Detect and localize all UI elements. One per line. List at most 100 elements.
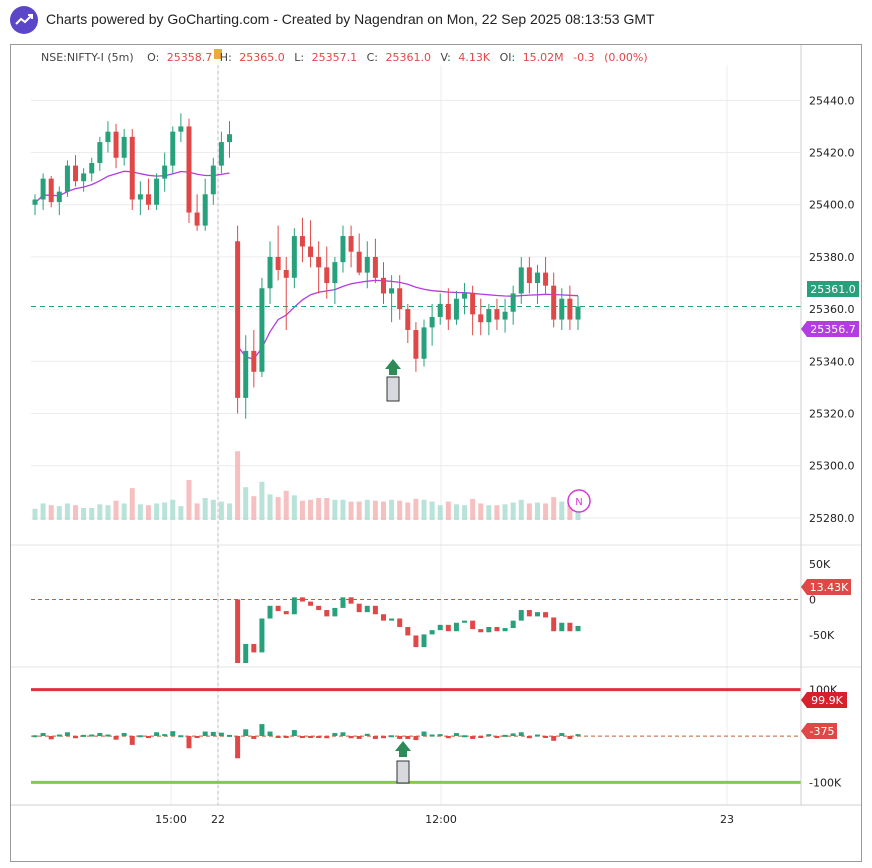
candle-body bbox=[567, 298, 573, 320]
oscillator-1-bar bbox=[421, 634, 427, 648]
oscillator-2-bar bbox=[437, 734, 443, 737]
candle bbox=[543, 256, 549, 294]
chart-frame[interactable]: 25440.0 25420.0 25400.0 25380.0 25360.0 25340… bbox=[10, 44, 862, 862]
volume-bar bbox=[534, 502, 540, 520]
legend-change-value: -0.3 bbox=[573, 51, 594, 64]
oscillator-2-bar bbox=[486, 734, 492, 737]
candle-body bbox=[283, 269, 289, 278]
oscillator-1-bar bbox=[543, 612, 549, 618]
oscillator-2-bar bbox=[243, 729, 249, 736]
oscillator-2-bar bbox=[178, 735, 184, 738]
volume-bar bbox=[283, 490, 289, 520]
volume-bar bbox=[526, 503, 532, 520]
legend-symbol: NSE:NIFTY-I (5m) bbox=[41, 51, 134, 64]
candle-body bbox=[340, 236, 346, 263]
oscillator-2-bar bbox=[316, 736, 322, 738]
candle-body bbox=[494, 309, 500, 320]
candle-body bbox=[97, 142, 103, 163]
volume-bar bbox=[478, 503, 484, 520]
volume-bar bbox=[137, 504, 143, 520]
volume-bar bbox=[89, 507, 95, 520]
volume-bar bbox=[316, 498, 322, 520]
oscillator-2-bar bbox=[575, 734, 581, 737]
volume-bar bbox=[154, 503, 160, 520]
oscillator-2-bar bbox=[283, 736, 289, 738]
oscillator-2-bar bbox=[299, 736, 305, 738]
oscillator-2-pane bbox=[31, 688, 801, 784]
volume-bar bbox=[397, 500, 403, 520]
candle-body bbox=[543, 272, 549, 286]
oscillator-2-bar bbox=[48, 736, 54, 740]
candle-body bbox=[178, 126, 184, 132]
volume-bar bbox=[429, 501, 435, 520]
oscillator-1-bar bbox=[308, 601, 314, 606]
oscillator-1-bar bbox=[534, 612, 540, 617]
candle-body bbox=[251, 350, 257, 372]
signal-box bbox=[396, 760, 410, 784]
candle-body bbox=[462, 293, 468, 299]
last-price-badge: 25361.0 bbox=[807, 281, 859, 297]
candle bbox=[462, 283, 468, 315]
news-marker-icon[interactable]: N bbox=[567, 489, 591, 513]
oscillator-2-bar bbox=[413, 736, 419, 741]
candle bbox=[380, 262, 386, 304]
oscillator-2-bar bbox=[194, 736, 200, 738]
candle-body bbox=[40, 178, 46, 200]
chart-canvas[interactable]: 25440.0 25420.0 25400.0 25380.0 25360.0 25340… bbox=[11, 45, 861, 861]
oscillator-1-pane bbox=[31, 597, 801, 663]
time-tick-label: 15:00 bbox=[155, 813, 187, 826]
up-arrow-icon bbox=[385, 359, 401, 375]
candle bbox=[470, 285, 476, 336]
candle-body bbox=[89, 162, 95, 174]
candle-body bbox=[170, 131, 176, 166]
price-tick-label: 25420.0 bbox=[809, 147, 855, 160]
oscillator-1-bar bbox=[575, 625, 581, 632]
candle-body bbox=[121, 136, 127, 158]
volume-bar bbox=[445, 501, 451, 520]
oscillator-1-bar bbox=[413, 635, 419, 648]
candle-body bbox=[372, 256, 378, 278]
oscillator-2-bar bbox=[210, 731, 216, 736]
candle bbox=[502, 298, 508, 333]
oscillator-2-bar bbox=[372, 736, 378, 739]
candle bbox=[340, 225, 346, 273]
candle-body bbox=[32, 199, 38, 205]
candle-body bbox=[235, 241, 241, 398]
candle-body bbox=[275, 256, 281, 270]
candle bbox=[291, 228, 297, 289]
oscillator-1-bar bbox=[275, 605, 281, 612]
candle-body bbox=[397, 288, 403, 310]
oscillator-2-bar bbox=[56, 734, 62, 737]
oscillator-2-bar bbox=[154, 732, 160, 736]
candle-body bbox=[56, 191, 62, 203]
oscillator-2-bar bbox=[137, 735, 143, 738]
oscillator-1-tick-label: -50K bbox=[809, 629, 835, 642]
oscillator-2-bar bbox=[397, 736, 403, 739]
candle bbox=[518, 256, 524, 304]
legend-volume-label: V: bbox=[441, 51, 451, 64]
candle-body bbox=[243, 350, 249, 398]
volume-bar bbox=[275, 497, 281, 520]
oscillator-2-bar bbox=[526, 736, 532, 739]
candle-body bbox=[324, 267, 330, 284]
candle-body bbox=[194, 212, 200, 226]
candle-body bbox=[429, 316, 435, 328]
oscillator-2-bar bbox=[445, 736, 451, 739]
candle bbox=[194, 194, 200, 231]
oscillator-1-bar bbox=[551, 617, 557, 632]
oscillator-2-bar bbox=[227, 734, 233, 737]
oscillator-2-bar bbox=[405, 736, 411, 739]
volume-bar bbox=[121, 503, 127, 520]
gocharting-logo-icon[interactable] bbox=[10, 6, 38, 34]
candle bbox=[534, 264, 540, 304]
oscillator-1-bar bbox=[340, 597, 346, 608]
volume-bar bbox=[543, 503, 549, 520]
oscillator-2-bar bbox=[113, 736, 119, 740]
candle-body bbox=[145, 194, 151, 205]
oscillator-2-bar bbox=[259, 724, 265, 736]
oscillator-2-bar bbox=[534, 734, 540, 737]
candle-body bbox=[389, 288, 395, 294]
volume-bar bbox=[437, 505, 443, 520]
legend-open-value: 25358.7 bbox=[167, 51, 213, 64]
candle-body bbox=[551, 285, 557, 320]
